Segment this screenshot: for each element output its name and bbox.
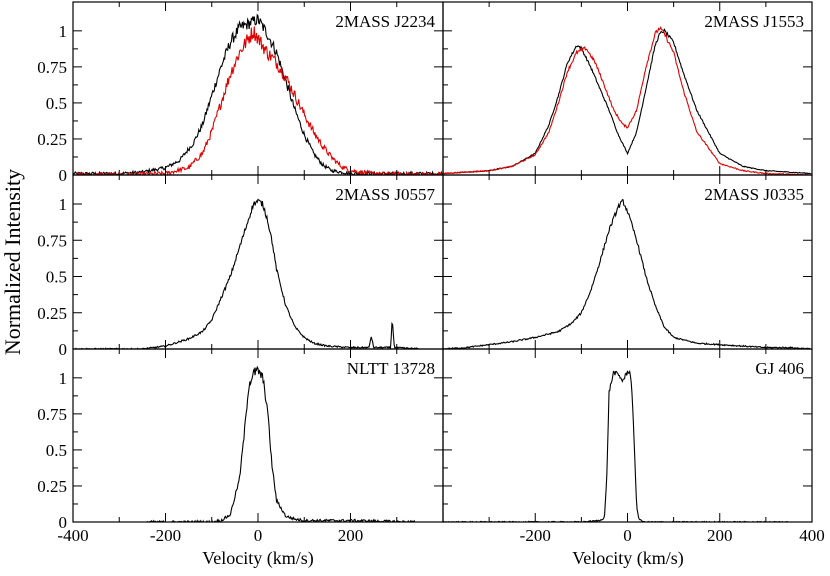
series-line-p1-1 [443,26,812,175]
y-tick-label: 0 [59,166,68,185]
panel-p3: 2MASS J0335 [442,174,813,350]
y-tick-label: 0.75 [37,231,67,250]
panel-label-p1: 2MASS J1553 [704,12,804,31]
y-axis-title: Normalized Intensity [0,169,25,355]
y-tick-label: 0.5 [46,94,67,113]
x-tick-label: 200 [338,526,364,545]
y-tick-label: 1 [59,22,68,41]
x-tick-label: 400 [799,526,825,545]
panel-p0: 0 0.25 0.5 0.75 1 2MASS J2234 [37,1,444,185]
x-tick-label: -400 [57,526,88,545]
y-tick-label: 0.5 [46,441,67,460]
panel-label-p5: GJ 406 [755,359,804,378]
x-tick-label: -200 [520,526,551,545]
y-tick-label: 0.75 [37,58,67,77]
y-tick-label: 0.25 [37,477,67,496]
panel-p1: 2MASS J1553 [442,1,813,176]
panel-label-p4: NLTT 13728 [347,359,435,378]
panel-label-p2: 2MASS J0557 [335,185,435,204]
x-axis-title-left: Velocity (km/s) [202,548,313,569]
y-tick-label: 1 [59,195,68,214]
x-tick-label: 0 [254,526,263,545]
y-tick-label: 0.25 [37,130,67,149]
y-tick-label: 1 [59,369,68,388]
x-axis-title-right: Velocity (km/s) [572,548,683,569]
y-tick-label: 0.25 [37,304,67,323]
panel-label-p3: 2MASS J0335 [704,185,804,204]
x-tick-label: -200 [150,526,181,545]
series-line-p1-0 [443,28,812,175]
panel-label-p0: 2MASS J2234 [335,12,435,31]
series-line-p0-1 [73,26,443,175]
series-line-p3-0 [443,199,812,349]
y-tick-label: 0.5 [46,268,67,287]
panel-p5: -200 0 200 400 GJ 406 [442,348,825,545]
y-tick-label: 0.75 [37,405,67,424]
series-line-p2-0 [73,198,420,349]
y-tick-label: 0 [59,340,68,359]
series-line-p5-0 [443,369,789,522]
panel-p4: 0 0.25 0.5 0.75 1 -400 -200 0 200 NLTT 13728 [37,348,444,545]
series-line-p4-0 [146,365,416,522]
x-tick-label: 0 [623,526,632,545]
x-tick-label: 200 [707,526,733,545]
panel-p2: 0 0.25 0.5 0.75 1 2MASS J0557 [37,174,444,359]
panels: 0 0.25 0.5 0.75 1 2MASS J2234 2MASS J1553 0 0.25… [37,1,825,545]
y-tick-label: 0 [59,513,68,532]
